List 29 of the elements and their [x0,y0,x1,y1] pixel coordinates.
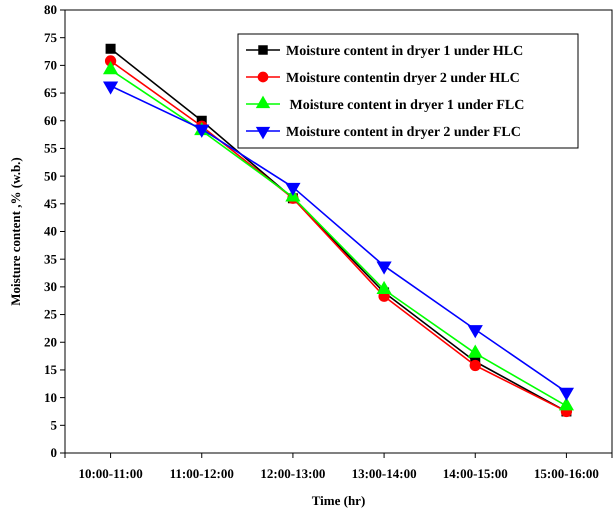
y-tick-label: 0 [50,445,57,460]
x-tick-label: 14:00-15:00 [442,466,508,481]
legend-label: Moisture content in dryer 2 under FLC [286,125,521,140]
y-tick-label: 50 [44,168,57,184]
x-tick-label: 10:00-11:00 [78,466,143,481]
legend-label: Moisture contentin dryer 2 under HLC [286,71,520,86]
y-tick-label: 75 [44,30,58,45]
y-tick-label: 70 [44,58,57,73]
x-axis-title: Time (hr) [312,493,366,508]
x-tick-label: 12:00-13:00 [260,466,326,481]
y-tick-label: 10 [44,390,57,405]
y-tick-label: 5 [50,417,58,432]
legend-label: Moisture content in dryer 1 under FLC [286,98,524,113]
y-tick-label: 55 [44,140,58,156]
y-tick-label: 80 [44,2,57,18]
y-tick-label: 65 [44,85,58,100]
y-axis-title: Moisture content ,% (w.b.) [8,157,23,306]
y-tick-label: 45 [44,196,58,211]
x-tick-label: 11:00-12:00 [170,466,234,481]
x-tick-label: 13:00-14:00 [352,466,417,481]
y-tick-label: 20 [44,334,57,350]
legend-label: Moisture content in dryer 1 under HLC [286,44,524,59]
y-tick-label: 40 [44,224,57,239]
y-tick-label: 60 [44,112,57,128]
y-tick-label: 25 [44,306,58,322]
y-tick-label: 30 [44,279,57,294]
y-tick-label: 35 [44,251,58,266]
x-tick-label: 15:00-16:00 [534,466,599,481]
y-tick-label: 15 [44,362,58,378]
